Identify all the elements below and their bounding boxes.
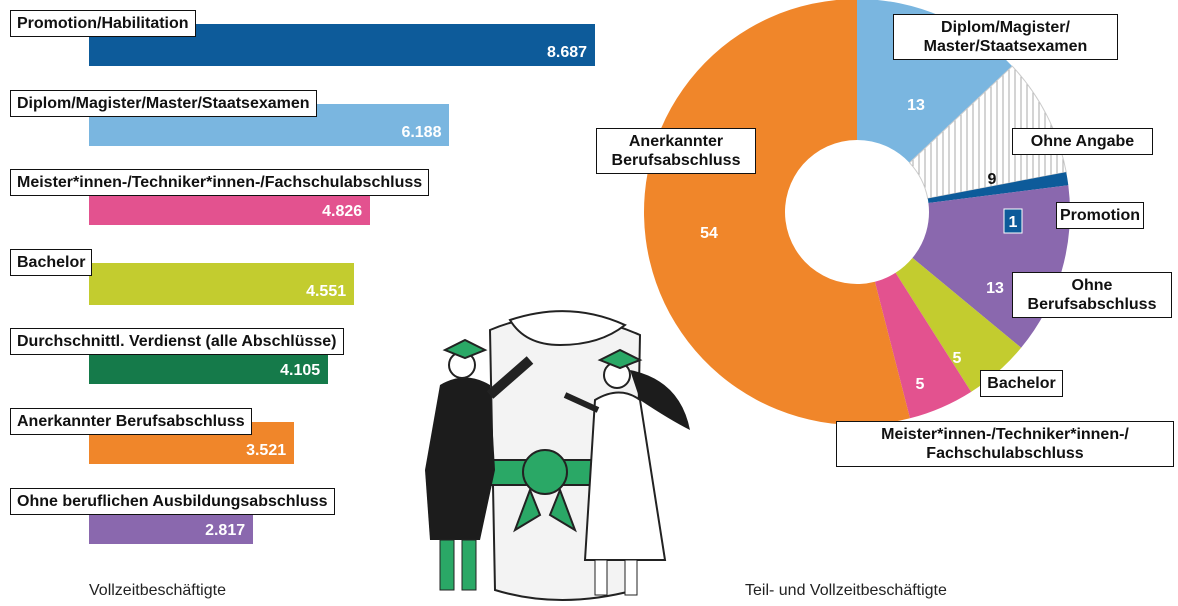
value-label: 6.188 — [401, 123, 442, 141]
value-label: 8.687 — [547, 44, 588, 61]
illustration — [425, 310, 690, 601]
caption: Vollzeitbeschäftigte — [89, 582, 226, 599]
category-label: Promotion/Habilitation — [10, 10, 196, 37]
category-label: Bachelor — [980, 370, 1063, 397]
value-label: 13 — [986, 280, 1004, 297]
donut-segment — [644, 0, 910, 425]
category-label: Meister*innen-/Techniker*innen-/ Fachsch… — [836, 421, 1174, 467]
value-label: 13 — [907, 97, 925, 114]
value-label: 5 — [916, 376, 925, 393]
value-label: 3.521 — [246, 442, 287, 459]
category-label: Promotion — [1056, 202, 1144, 229]
value-label: 4.105 — [280, 362, 321, 380]
category-label: Ohne beruflichen Ausbildungsabschluss — [10, 487, 335, 515]
donut-chart: 13 9 1 13 5 5 54 — [644, 0, 1070, 425]
donut-segment — [927, 172, 1069, 203]
category-label: Diplom/Magister/Master/Staatsexamen — [10, 89, 317, 117]
value-badge — [1003, 208, 1023, 234]
category-label: Durchschnittl. Verdienst (alle Abschlüss… — [10, 328, 344, 356]
category-label: Anerkannter Berufsabschluss — [10, 408, 252, 435]
category-label: Bachelor — [10, 248, 93, 276]
category-label: Meister*innen-/Techniker*innen-/Fachschu… — [10, 169, 430, 197]
value-label: 5 — [953, 350, 962, 367]
bar — [89, 262, 355, 305]
category-label: Ohne Berufsabschluss — [1012, 272, 1172, 318]
category-label: Anerkannter Berufsabschluss — [596, 128, 756, 174]
donut-segment — [874, 272, 972, 419]
donut-segment — [908, 65, 1067, 200]
caption: Teil- und Vollzeitbeschäftigte — [745, 582, 947, 599]
value-label: 4.826 — [322, 203, 363, 221]
value-label: 9 — [988, 171, 997, 188]
donut-segment — [895, 257, 1022, 392]
value-label: 1 — [1009, 214, 1018, 231]
value-label: 4.551 — [306, 282, 347, 300]
category-label: Ohne Angabe — [1012, 128, 1153, 155]
value-label: 2.817 — [205, 521, 246, 539]
category-label: Diplom/Magister/ Master/Staatsexamen — [893, 14, 1118, 60]
value-label: 54 — [700, 225, 718, 242]
